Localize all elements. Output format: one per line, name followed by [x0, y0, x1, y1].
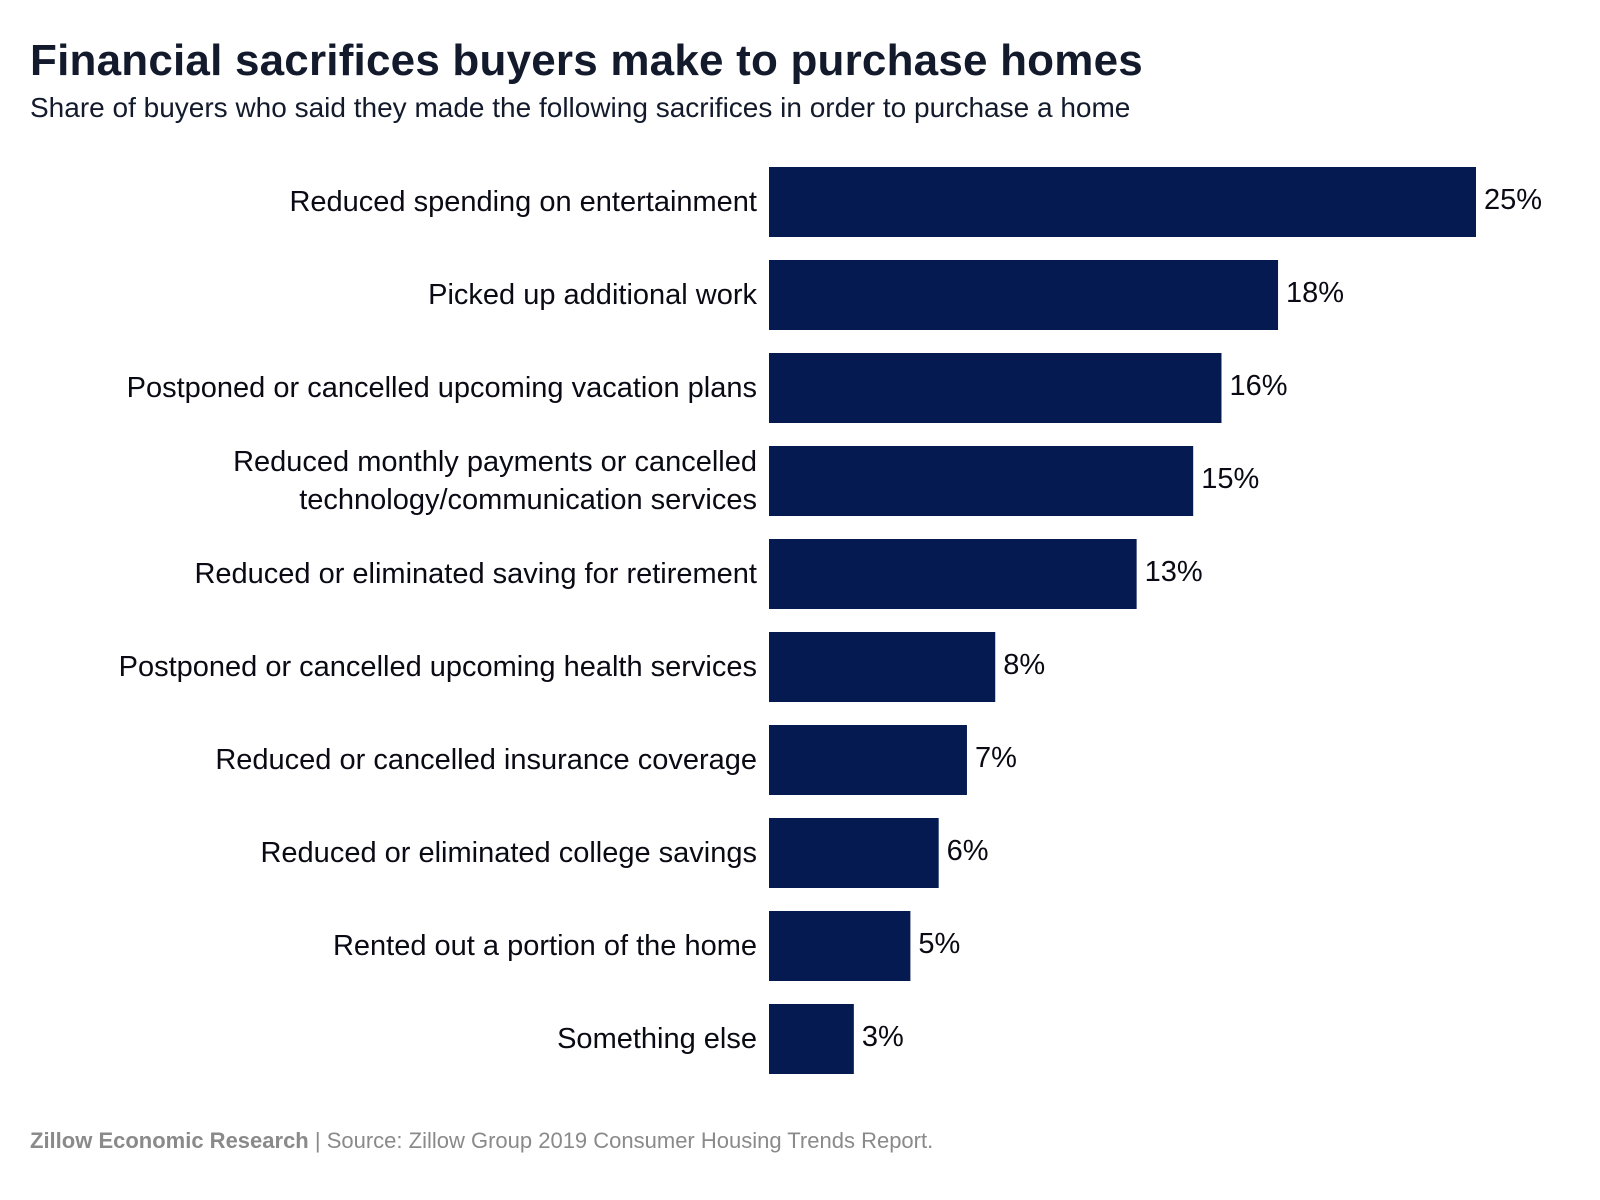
category-label: Reduced or eliminated saving for retirem…	[194, 558, 757, 590]
bar-0	[769, 167, 1476, 237]
value-label: 8%	[1003, 649, 1045, 681]
bar-3	[769, 446, 1194, 516]
value-label: 3%	[862, 1021, 904, 1053]
value-label: 25%	[1484, 184, 1542, 216]
value-label: 16%	[1229, 370, 1287, 402]
value-label: 15%	[1201, 463, 1259, 495]
footer-separator: |	[308, 1128, 327, 1153]
bar-8	[769, 911, 911, 981]
bar-chart: Reduced spending on entertainment 25% Pick…	[119, 167, 1542, 1074]
bar-4	[769, 539, 1137, 609]
category-label: Postponed or cancelled upcoming vacation…	[127, 372, 757, 404]
value-label: 6%	[947, 835, 989, 867]
category-label: Reduced or cancelled insurance coverage	[215, 744, 757, 776]
category-label: Something else	[557, 1023, 757, 1055]
value-label: 13%	[1145, 556, 1203, 588]
category-label: Picked up additional work	[428, 279, 757, 311]
chart-title: Financial sacrifices buyers make to purc…	[30, 36, 1143, 85]
category-label: Reduced monthly payments or cancelled tec…	[233, 446, 757, 516]
category-label: Reduced or eliminated college savings	[260, 837, 757, 869]
bar-9	[769, 1004, 854, 1074]
bar-1	[769, 260, 1279, 330]
bar-2	[769, 353, 1222, 423]
category-label: Postponed or cancelled upcoming health s…	[119, 651, 757, 683]
footer-org: Zillow Economic Research	[30, 1128, 309, 1153]
footer-source: Source: Zillow Group 2019 Consumer Housi…	[326, 1128, 934, 1153]
bar-7	[769, 818, 939, 888]
value-label: 5%	[918, 928, 960, 960]
footer: Zillow Economic Research | Source: Zillo…	[30, 1128, 933, 1154]
value-label: 7%	[975, 742, 1017, 774]
bar-5	[769, 632, 996, 702]
category-label: Rented out a portion of the home	[333, 930, 757, 962]
category-label: Reduced spending on entertainment	[289, 186, 757, 218]
chart-subtitle: Share of buyers who said they made the f…	[30, 92, 1131, 123]
value-label: 18%	[1286, 277, 1344, 309]
bar-6	[769, 725, 967, 795]
